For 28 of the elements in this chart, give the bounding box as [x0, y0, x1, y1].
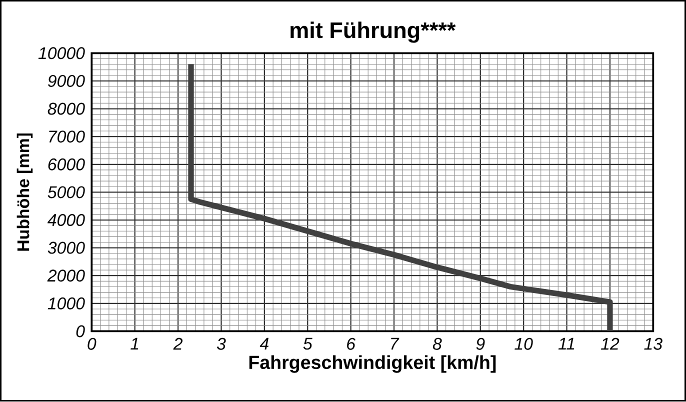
x-tick-label: 4 — [260, 338, 269, 350]
y-tick-label: 8000 — [48, 103, 85, 116]
x-tick-label: 2 — [173, 338, 183, 350]
x-tick-label: 10 — [514, 338, 533, 350]
x-tick-label: 8 — [432, 338, 442, 350]
y-tick-label: 3000 — [48, 242, 85, 254]
x-tick-label: 0 — [88, 338, 96, 350]
y-tick-label: 6000 — [48, 158, 85, 171]
y-tick-label: 1000 — [48, 298, 85, 310]
y-tick-label: 2000 — [47, 270, 85, 282]
x-tick-label: 7 — [391, 338, 400, 350]
x-tick-label: 9 — [476, 338, 485, 350]
x-tick-label: 12 — [601, 338, 620, 350]
y-tick-label: 5000 — [48, 186, 85, 198]
x-axis-title: Fahrgeschwindigkeit [km/h] — [249, 355, 496, 374]
x-tick-label: 1 — [130, 338, 138, 350]
x-tick-label: 5 — [303, 338, 312, 350]
y-tick-label: 0 — [76, 325, 85, 338]
y-tick-label: 4000 — [48, 214, 85, 226]
x-tick-label: 3 — [216, 338, 226, 350]
x-tick-label: 11 — [558, 338, 574, 350]
x-tick-label: 13 — [644, 338, 662, 350]
chart-title: mit Führung**** — [290, 22, 456, 44]
y-tick-label: 7000 — [49, 130, 85, 143]
y-axis-title: Hubhöhe [mm] — [16, 134, 33, 251]
y-tick-label: 10000 — [38, 47, 85, 60]
y-tick-label: 9000 — [48, 75, 85, 88]
x-tick-label: 6 — [347, 338, 356, 350]
